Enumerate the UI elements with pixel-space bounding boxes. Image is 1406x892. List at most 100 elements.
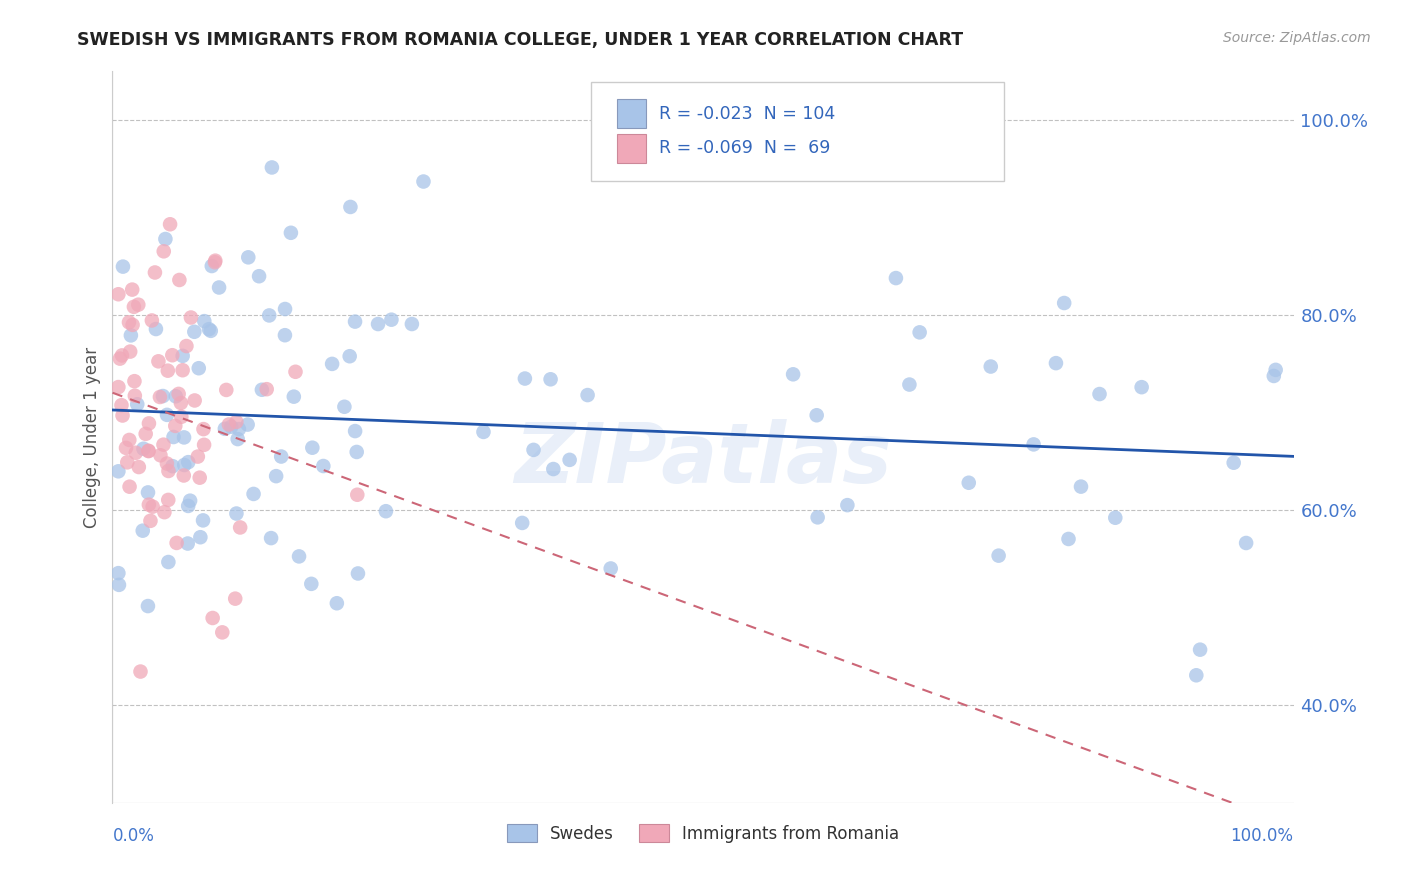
Point xyxy=(257,309,280,323)
Point xyxy=(256,382,278,396)
Point xyxy=(380,312,402,326)
Point xyxy=(204,253,226,268)
Point xyxy=(346,488,368,502)
Point xyxy=(280,226,302,240)
Point xyxy=(120,328,142,343)
Point xyxy=(215,383,238,397)
Point xyxy=(148,354,170,368)
Point xyxy=(1234,536,1257,550)
Point xyxy=(301,441,323,455)
Point xyxy=(107,464,129,478)
Point xyxy=(247,269,270,284)
Point xyxy=(782,368,804,382)
Point xyxy=(472,425,495,439)
Point xyxy=(1222,456,1244,470)
Point xyxy=(1022,437,1045,451)
Point xyxy=(149,390,172,404)
Point xyxy=(177,499,200,513)
Point xyxy=(204,255,226,269)
Point xyxy=(1088,387,1111,401)
Point xyxy=(138,443,160,458)
Point xyxy=(274,328,297,343)
Point xyxy=(270,450,292,464)
Point xyxy=(107,287,129,301)
Point xyxy=(238,250,260,264)
Point xyxy=(198,322,221,336)
Point xyxy=(156,364,179,378)
Point xyxy=(522,442,544,457)
Point xyxy=(162,459,184,474)
Point xyxy=(283,390,305,404)
Text: SWEDISH VS IMMIGRANTS FROM ROMANIA COLLEGE, UNDER 1 YEAR CORRELATION CHART: SWEDISH VS IMMIGRANTS FROM ROMANIA COLLE… xyxy=(77,31,963,49)
Text: 0.0%: 0.0% xyxy=(112,827,155,846)
Point xyxy=(118,433,141,447)
Point xyxy=(288,549,311,564)
Point xyxy=(201,259,224,273)
Point xyxy=(117,455,139,469)
Point xyxy=(1263,368,1285,383)
Point xyxy=(219,419,242,434)
Point xyxy=(118,315,141,329)
Point xyxy=(129,665,152,679)
Point xyxy=(1070,480,1092,494)
Point xyxy=(176,339,198,353)
Point xyxy=(139,514,162,528)
Y-axis label: College, Under 1 year: College, Under 1 year xyxy=(83,346,101,528)
Point xyxy=(344,315,367,329)
Point xyxy=(374,504,396,518)
Point xyxy=(1053,296,1076,310)
Point xyxy=(242,487,264,501)
Point xyxy=(980,359,1002,374)
Point xyxy=(250,383,273,397)
Point xyxy=(412,175,434,189)
Point xyxy=(1264,363,1286,377)
Point xyxy=(152,438,174,452)
Point xyxy=(135,426,157,441)
Point xyxy=(159,217,181,231)
Point xyxy=(188,470,211,484)
Point xyxy=(156,408,179,422)
Point xyxy=(136,599,159,613)
Point xyxy=(229,520,252,534)
Point xyxy=(599,561,621,575)
Point xyxy=(264,469,287,483)
Point xyxy=(107,380,129,394)
Point xyxy=(162,348,184,362)
Point xyxy=(141,313,163,327)
Point xyxy=(143,265,166,279)
Point xyxy=(165,389,187,403)
Point xyxy=(346,445,368,459)
Text: Source: ZipAtlas.com: Source: ZipAtlas.com xyxy=(1223,31,1371,45)
Text: 100.0%: 100.0% xyxy=(1230,827,1294,846)
Point xyxy=(183,393,205,408)
Point xyxy=(806,409,828,423)
Point xyxy=(162,430,184,444)
Point xyxy=(170,396,193,410)
Point xyxy=(166,536,188,550)
Text: ZIPatlas: ZIPatlas xyxy=(515,418,891,500)
Point xyxy=(367,317,389,331)
Legend: Swedes, Immigrants from Romania: Swedes, Immigrants from Romania xyxy=(501,817,905,849)
Point xyxy=(347,566,370,581)
Point xyxy=(1045,356,1067,370)
Point xyxy=(193,438,215,452)
Point xyxy=(1189,642,1212,657)
Point xyxy=(236,417,259,432)
Point xyxy=(401,317,423,331)
Point xyxy=(1130,380,1153,394)
Point xyxy=(326,596,349,610)
Point xyxy=(884,271,907,285)
Point xyxy=(152,244,174,259)
Point xyxy=(183,325,205,339)
Point xyxy=(177,536,200,550)
Point xyxy=(121,283,143,297)
Point xyxy=(125,446,148,460)
Point xyxy=(157,492,180,507)
Point xyxy=(136,485,159,500)
Point xyxy=(108,351,131,366)
Point xyxy=(260,161,283,175)
Point xyxy=(108,578,131,592)
Point xyxy=(132,524,155,538)
Point xyxy=(339,349,361,363)
Point xyxy=(201,611,224,625)
